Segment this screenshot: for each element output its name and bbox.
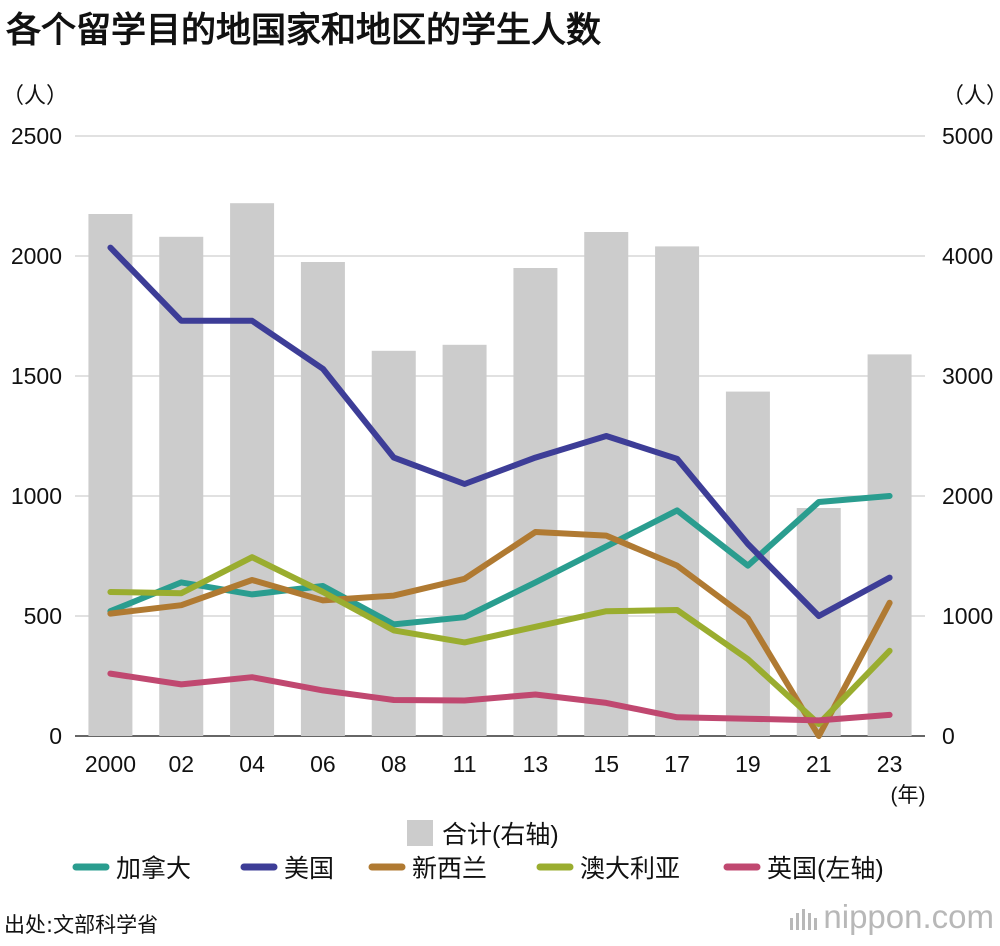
y-right-tick-label: 4000: [942, 243, 993, 269]
bar-total: [442, 344, 487, 736]
x-tick-label: 04: [239, 751, 265, 777]
legend-label-series: 加拿大: [116, 855, 191, 883]
y-left-tick-label: 1000: [11, 483, 62, 509]
x-axis-unit: (年): [891, 784, 926, 807]
logo-mark-icon: [790, 909, 818, 931]
y-left-tick-label: 0: [49, 723, 62, 749]
x-tick-label: 23: [877, 751, 903, 777]
bar-total: [867, 354, 912, 736]
x-tick-label: 11: [453, 751, 477, 777]
y-left-tick-label: 2500: [11, 123, 62, 149]
nippon-logo: nippon.com: [789, 898, 994, 936]
line-series-2: [107, 529, 893, 739]
legend-swatch-total: [407, 820, 433, 846]
line-series-4: [107, 670, 893, 724]
x-tick-label: 19: [735, 751, 761, 777]
y-left-tick-label: 500: [24, 603, 62, 629]
line-series-0: [107, 493, 893, 628]
logo-text: nippon.com: [823, 898, 994, 935]
line-series-3: [107, 554, 893, 727]
legend-label-total: 合计(右轴): [442, 821, 559, 849]
y-right-tick-label: 0: [942, 723, 955, 749]
y-right-tick-label: 2000: [942, 483, 993, 509]
bar-total: [371, 350, 416, 736]
legend-label-series: 新西兰: [412, 855, 487, 883]
y-left-tick-label: 1500: [11, 363, 62, 389]
bar-total: [655, 246, 700, 736]
y-right-tick-label: 1000: [942, 603, 993, 629]
y-right-tick-label: 3000: [942, 363, 993, 389]
y-left-tick-label: 2000: [11, 243, 62, 269]
x-tick-label: 02: [168, 751, 194, 777]
bar-total: [159, 236, 204, 737]
chart-title: 各个留学目的地国家和地区的学生人数: [6, 11, 602, 51]
y-right-tick-label: 5000: [942, 123, 993, 149]
source-note: 出处:文部科学省: [4, 913, 159, 937]
line-series-1: [107, 244, 893, 619]
y-right-unit: （人）: [942, 83, 1000, 108]
x-tick-label: 06: [310, 751, 336, 777]
legend-label-series: 美国: [284, 855, 334, 883]
x-tick-label: 21: [806, 751, 832, 777]
x-tick-label: 2000: [85, 751, 136, 777]
bar-total: [584, 232, 629, 736]
bar-total: [300, 262, 345, 736]
x-tick-label: 08: [381, 751, 407, 777]
legend-label-series: 澳大利亚: [580, 855, 680, 883]
legend-label-series: 英国(左轴): [767, 855, 884, 883]
x-tick-label: 13: [523, 751, 549, 777]
bar-total: [88, 214, 133, 736]
bar-total: [230, 203, 275, 736]
x-tick-label: 17: [664, 751, 690, 777]
bar-total: [513, 268, 558, 736]
bar-total: [796, 508, 841, 736]
y-left-unit: （人）: [2, 83, 68, 108]
x-tick-label: 15: [593, 751, 619, 777]
